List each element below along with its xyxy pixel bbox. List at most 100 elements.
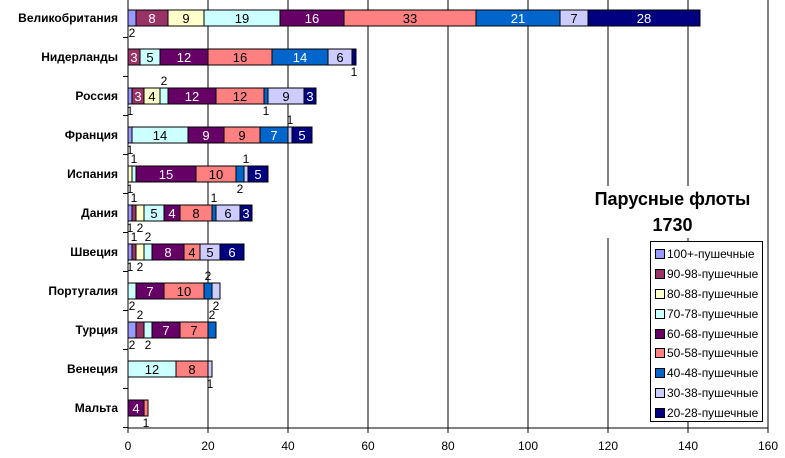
legend-item: 30-38-пушечные [651,383,762,403]
data-label-outside: 1 [243,152,250,166]
category-label: Португалия [48,284,118,298]
data-label: 10 [209,167,223,182]
data-label-outside: 2 [137,308,144,322]
legend-label: 30-38-пушечные [667,386,759,401]
data-label-outside: 1 [263,104,270,118]
legend-label: 100+-пушечные [667,246,755,261]
legend-item: 80-88-пушечные [651,284,762,304]
legend-label: 90-98-пушечные [667,266,759,281]
data-label: 6 [228,245,235,260]
data-label: 12 [177,50,191,65]
data-label-outside: 2 [205,269,212,283]
data-label-outside: 1 [287,113,294,127]
bar-segment [287,126,293,144]
data-label: 16 [305,11,319,26]
x-tick-label: 60 [361,439,375,453]
bar-segment [127,126,133,144]
data-label-outside: 2 [209,308,216,322]
bar-segment [211,204,217,222]
legend-swatch [655,248,665,259]
legend-label: 70-78-пушечные [667,306,759,321]
data-label-outside: 2 [129,299,136,313]
category-label: Нидерланды [41,50,118,64]
bar-segment [127,282,137,300]
legend-item: 90-98-пушечные [651,264,762,284]
chart-title: Парусные флоты 1730 [580,186,765,238]
data-label: 5 [254,167,261,182]
bar-segment [235,165,245,183]
bar-segment [127,243,133,261]
x-tick-label: 0 [125,439,132,453]
bar-segment [131,204,137,222]
bar-segment [159,87,169,105]
data-label: 7 [190,323,197,338]
data-label-outside: 1 [131,152,138,166]
data-label: 7 [146,284,153,299]
bar-segment [263,87,269,105]
category-label: Дания [81,206,118,220]
legend-label: 50-58-пушечные [667,346,759,361]
data-label: 5 [146,50,153,65]
x-tick-label: 160 [758,439,778,453]
data-label: 5 [150,206,157,221]
data-label-outside: 2 [129,338,136,352]
x-tick-label: 100 [518,439,538,453]
data-label: 9 [282,89,289,104]
x-tick-label: 20 [201,439,215,453]
data-label: 9 [238,128,245,143]
legend-item: 20-28-пушечные [651,403,762,421]
category-label: Турция [76,323,118,337]
data-label: 15 [159,167,173,182]
legend: 100+-пушечные 90-98-пушечные 80-88-пушечны… [650,241,763,422]
bar-segment [135,321,145,339]
legend-swatch [655,388,665,399]
data-label: 16 [233,50,247,65]
legend-item: 70-78-пушечные [651,304,762,324]
bar-segment [143,321,153,339]
legend-item: 40-48-пушечные [651,363,762,383]
data-label-outside: 2 [137,221,144,235]
data-label: 5 [298,128,305,143]
data-label-outside: 1 [127,143,134,157]
x-tick-label: 40 [281,439,295,453]
legend-label: 40-48-пушечные [667,366,759,381]
bar-segment [127,165,133,183]
data-label-outside: 2 [145,230,152,244]
legend-swatch [655,288,665,299]
bar-segment [587,9,701,27]
data-label: 3 [242,206,249,221]
bar-segment [207,321,217,339]
bar-segment [135,243,145,261]
data-label-outside: 2 [145,338,152,352]
data-label: 8 [164,245,171,260]
data-label-outside: 1 [131,230,138,244]
legend-swatch [655,308,665,319]
data-label-outside: 2 [213,299,220,313]
bar-segment [131,243,137,261]
category-label: Франция [65,128,118,142]
bar-segment [243,165,249,183]
data-label-outside: 1 [143,416,150,430]
data-label: 8 [148,11,155,26]
bar-segment [203,282,213,300]
data-label: 4 [148,89,155,104]
bar-segment [131,165,137,183]
legend-swatch [655,368,665,379]
legend-item: 50-58-пушечные [651,343,762,363]
data-label: 3 [134,89,141,104]
category-label: Россия [75,89,118,103]
data-label: 33 [403,11,417,26]
data-label-outside: 1 [127,260,134,274]
data-label: 8 [192,206,199,221]
data-label: 3 [130,50,137,65]
category-label: Великобритания [18,11,118,25]
data-label-outside: 1 [351,65,358,79]
data-label-outside: 1 [211,191,218,205]
data-label: 14 [293,50,307,65]
bar-segment [207,360,213,378]
data-label: 4 [188,245,195,260]
data-label: 6 [224,206,231,221]
bar-segment [239,204,253,222]
category-label: Испания [67,167,118,181]
data-label: 4 [132,401,139,416]
